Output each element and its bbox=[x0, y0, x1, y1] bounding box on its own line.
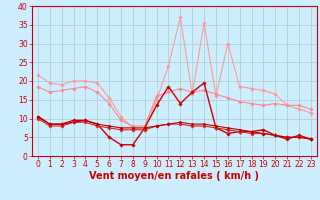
X-axis label: Vent moyen/en rafales ( km/h ): Vent moyen/en rafales ( km/h ) bbox=[89, 171, 260, 181]
